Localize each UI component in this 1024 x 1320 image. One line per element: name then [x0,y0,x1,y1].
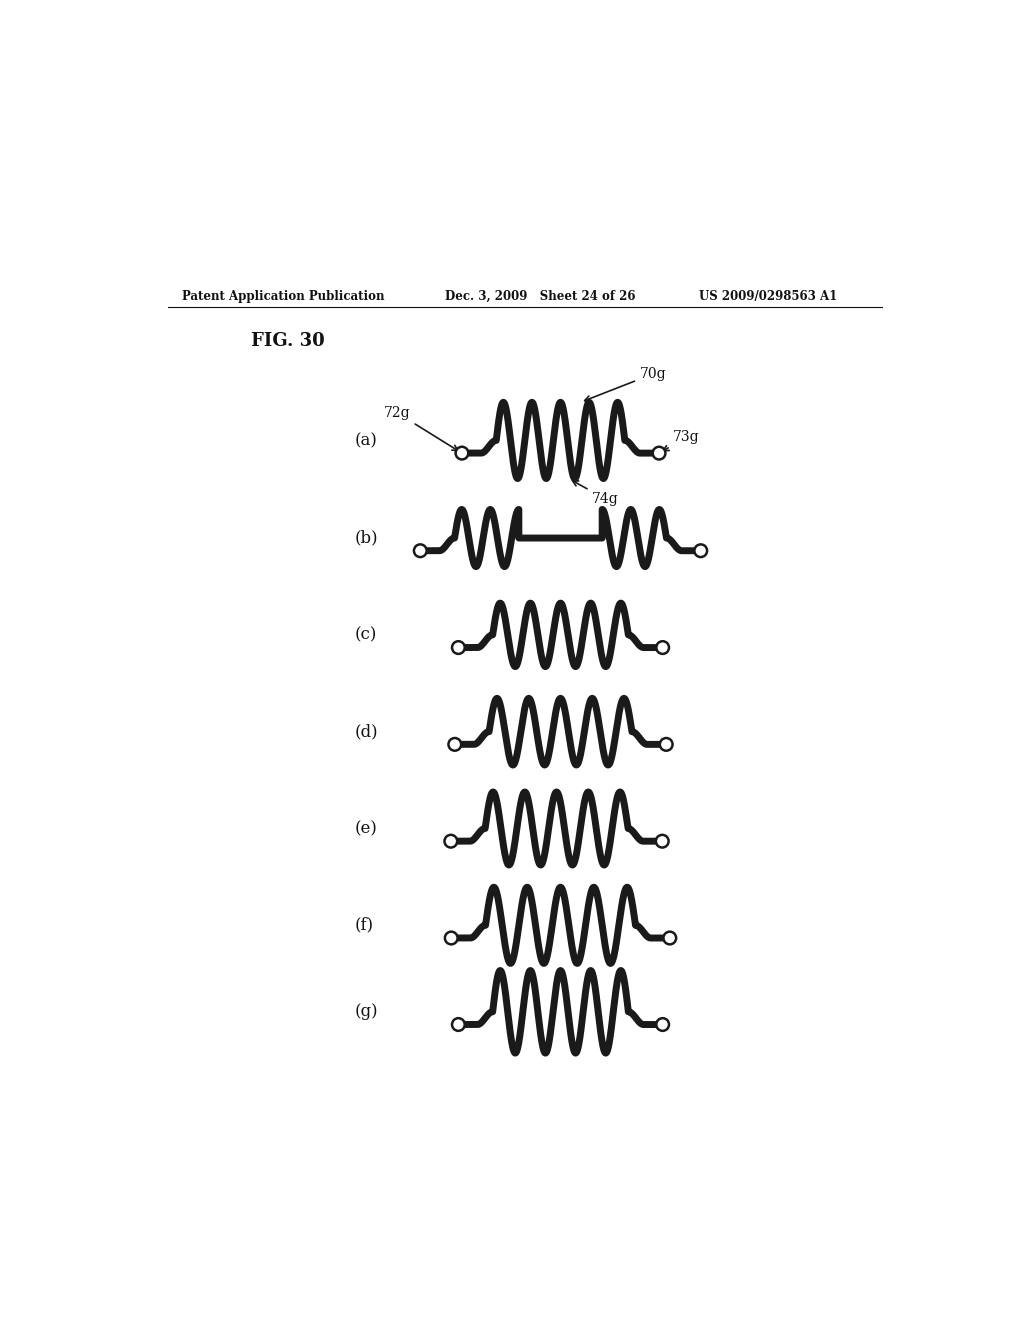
Text: (f): (f) [354,917,374,933]
Circle shape [656,1018,669,1031]
Circle shape [656,834,669,847]
Circle shape [444,932,458,944]
Circle shape [456,446,468,459]
Text: 72g: 72g [384,405,458,450]
Circle shape [694,544,708,557]
Circle shape [444,834,457,847]
Text: (g): (g) [354,1003,378,1020]
Text: (e): (e) [354,820,377,837]
Text: FIG. 30: FIG. 30 [251,333,325,350]
Text: (d): (d) [354,723,378,741]
Text: (b): (b) [354,529,378,546]
Text: Dec. 3, 2009   Sheet 24 of 26: Dec. 3, 2009 Sheet 24 of 26 [445,290,636,302]
Circle shape [656,642,669,653]
Circle shape [664,932,676,944]
Text: 73g: 73g [664,430,700,451]
Text: (a): (a) [354,432,377,449]
Text: US 2009/0298563 A1: US 2009/0298563 A1 [699,290,838,302]
Circle shape [414,544,427,557]
Circle shape [452,1018,465,1031]
Circle shape [652,446,666,459]
Text: 70g: 70g [585,367,667,401]
Text: 74g: 74g [572,480,618,506]
Circle shape [452,642,465,653]
Circle shape [659,738,673,751]
Text: (c): (c) [354,627,377,643]
Circle shape [449,738,461,751]
Text: Patent Application Publication: Patent Application Publication [182,290,384,302]
